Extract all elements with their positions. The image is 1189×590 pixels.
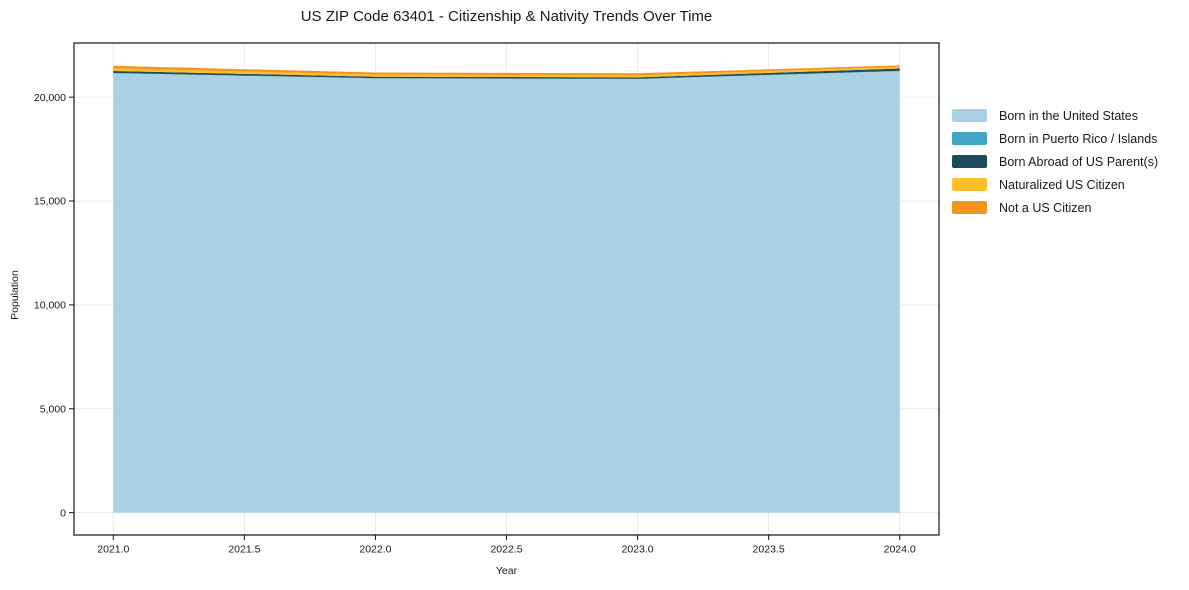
legend-item: Born Abroad of US Parent(s): [952, 150, 1158, 173]
legend-label: Born in Puerto Rico / Islands: [999, 131, 1158, 146]
area-series: [113, 68, 900, 79]
legend-label: Born in the United States: [999, 108, 1138, 123]
area-series: [113, 71, 900, 513]
area-series: [113, 66, 900, 78]
y-tick-label: 5,000: [40, 403, 66, 415]
legend: Born in the United States Born in Puerto …: [952, 104, 1158, 219]
x-tick-label: 2023.5: [753, 544, 785, 556]
x-tick-label: 2024.0: [884, 544, 916, 556]
y-tick-label: 20,000: [34, 92, 66, 104]
legend-label: Not a US Citizen: [999, 200, 1092, 215]
x-tick-label: 2021.5: [228, 544, 260, 556]
legend-item: Born in the United States: [952, 104, 1158, 127]
x-tick-label: 2023.0: [621, 544, 653, 556]
x-tick-label: 2022.0: [359, 544, 391, 556]
legend-swatch: [952, 155, 987, 168]
x-tick-label: 2021.0: [97, 544, 129, 556]
x-axis-label: Year: [495, 565, 518, 577]
legend-swatch: [952, 109, 987, 122]
legend-label: Born Abroad of US Parent(s): [999, 154, 1159, 169]
legend-label: Naturalized US Citizen: [999, 177, 1125, 192]
legend-item: Naturalized US Citizen: [952, 173, 1158, 196]
legend-swatch: [952, 178, 987, 191]
legend-item: Born in Puerto Rico / Islands: [952, 127, 1158, 150]
y-tick-label: 10,000: [34, 300, 66, 312]
y-tick-label: 15,000: [34, 196, 66, 208]
legend-swatch: [952, 201, 987, 214]
x-tick-label: 2022.5: [490, 544, 522, 556]
legend-swatch: [952, 132, 987, 145]
y-axis-label: Population: [9, 270, 21, 320]
legend-item: Not a US Citizen: [952, 196, 1158, 219]
y-tick-label: 0: [60, 507, 66, 519]
area-series: [113, 70, 900, 80]
area-series: [113, 65, 900, 76]
chart-title: US ZIP Code 63401 - Citizenship & Nativi…: [300, 8, 713, 25]
